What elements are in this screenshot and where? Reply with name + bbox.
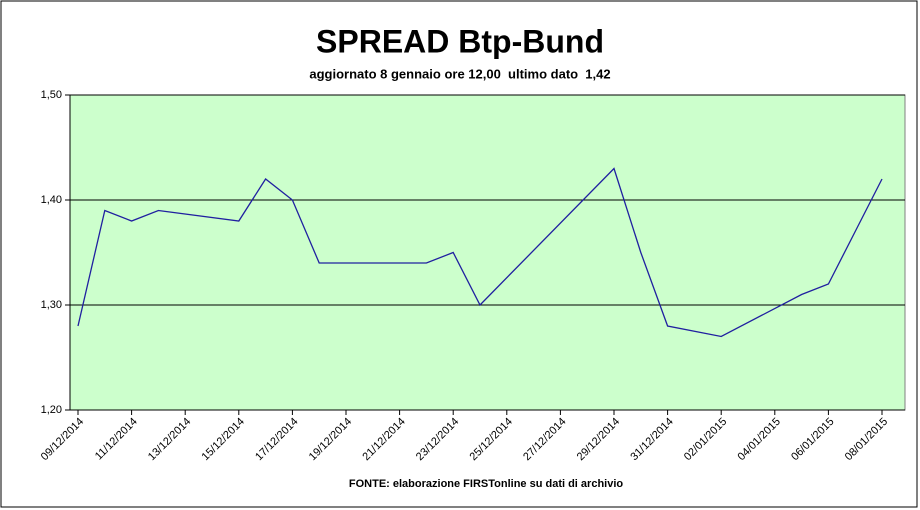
y-tick-label: 1,40 [41, 194, 62, 206]
y-tick-label: 1,30 [41, 299, 62, 311]
series-line [77, 167, 883, 338]
source-note: FONTE: elaborazione FIRSTonline su dati … [349, 478, 623, 490]
plot-area [69, 94, 906, 411]
y-tick-label: 1,50 [41, 89, 62, 101]
chart-subtitle: aggiornato 8 gennaio ore 12,00 ultimo da… [309, 66, 610, 81]
y-tick-label: 1,20 [41, 404, 62, 416]
chart-title: SPREAD Btp-Bund [316, 23, 604, 59]
